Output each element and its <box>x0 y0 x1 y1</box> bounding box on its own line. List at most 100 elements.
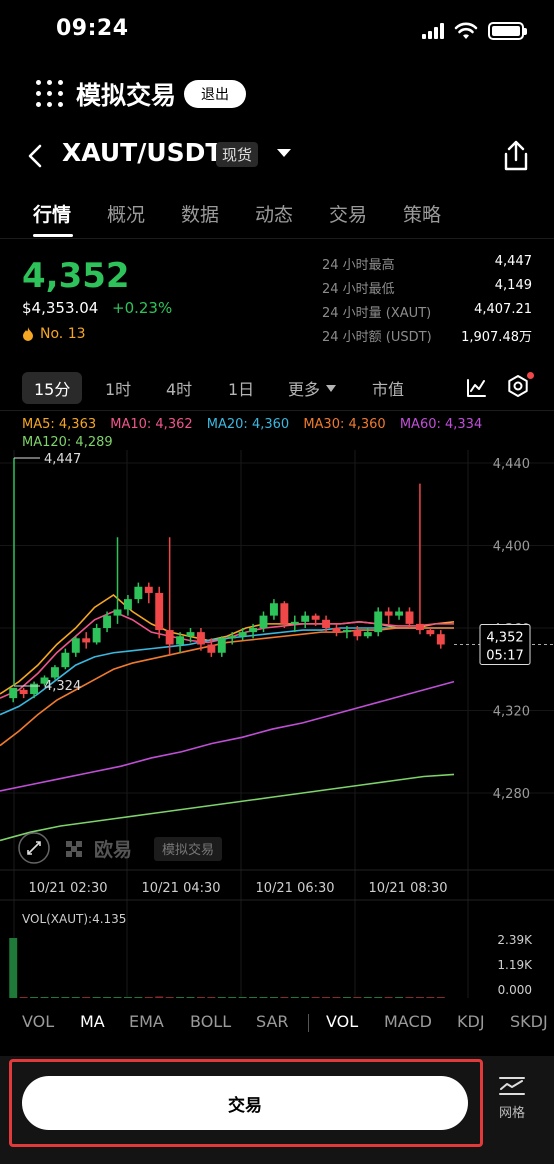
last-price-box <box>479 624 531 665</box>
candle-body <box>436 634 445 645</box>
indicator-chart-icon[interactable] <box>465 376 487 398</box>
y-tick-label: 4,440 <box>493 457 530 472</box>
candle-body <box>405 611 414 624</box>
stat-label: 24 小时最高 <box>322 258 395 273</box>
candle-body <box>395 611 404 616</box>
candle-body <box>249 628 258 633</box>
candle-body <box>71 638 80 653</box>
logo-square <box>66 851 72 857</box>
pair-name[interactable]: XAUT/USDT <box>62 138 223 167</box>
tab-news[interactable]: 动态 <box>255 204 294 226</box>
ind-tab-boll[interactable]: BOLL <box>190 1012 232 1031</box>
ma10-label: MA10: 4,362 <box>110 417 193 432</box>
candle-body <box>374 611 383 633</box>
high-marker-label: 4,447 <box>44 452 81 467</box>
last-price: 4,352 <box>22 256 130 296</box>
low-marker-label: 4,324 <box>44 679 81 694</box>
candle-body <box>415 623 424 631</box>
caret-down-icon[interactable] <box>276 148 292 158</box>
volume-bar <box>50 997 59 998</box>
volume-bar <box>144 997 153 998</box>
share-icon[interactable] <box>502 138 530 172</box>
interval-more[interactable]: 更多 <box>288 376 337 400</box>
candle-body <box>384 611 393 616</box>
watermark-brand: 欧易 <box>94 838 132 861</box>
market-cap-tab[interactable]: 市值 <box>372 380 405 399</box>
logo-square <box>66 841 72 847</box>
stat-label: 24 小时最低 <box>322 282 395 297</box>
interval-15m[interactable]: 15分 <box>22 372 83 404</box>
ind-tab-sar[interactable]: SAR <box>256 1012 289 1031</box>
chart-settings-icon[interactable] <box>506 374 530 398</box>
volume-bar <box>71 997 80 998</box>
volume-bar <box>249 997 258 998</box>
tab-trade[interactable]: 交易 <box>329 204 368 226</box>
ma30-label: MA30: 4,360 <box>303 417 386 432</box>
interval-1d[interactable]: 1日 <box>228 380 255 399</box>
stat-label: 24 小时额 (USDT) <box>322 330 432 345</box>
candle-body <box>9 687 18 699</box>
candle-body <box>322 619 331 628</box>
ind-tab-skdj[interactable]: SKDJ <box>510 1012 548 1031</box>
volume-bar <box>280 997 289 998</box>
trade-button[interactable]: 交易 <box>22 1076 468 1130</box>
candle-body <box>207 644 216 653</box>
candle-body <box>92 628 101 643</box>
ma120-label: MA120: 4,289 <box>22 435 113 450</box>
logo-square <box>76 841 82 847</box>
candle-body <box>259 615 268 628</box>
volume-bar <box>165 996 174 998</box>
price-change: +0.23% <box>112 299 173 317</box>
candle-body <box>186 632 195 637</box>
candle-body <box>238 632 247 637</box>
candle-body <box>19 689 28 694</box>
countdown-timer: 05:17 <box>486 649 523 664</box>
tab-overview[interactable]: 概况 <box>107 204 146 226</box>
stat-value: 1,907.48万 <box>461 330 532 345</box>
logo-square <box>71 846 77 852</box>
interval-1h[interactable]: 1时 <box>105 380 132 399</box>
candle-body <box>280 603 289 624</box>
grid-trading-button[interactable]: 网格 <box>490 1074 534 1121</box>
indicator-tabs: VOL MA EMA BOLL SAR VOL MACD KDJ SKDJ <box>0 1010 554 1040</box>
volume-bar <box>269 997 278 998</box>
ind-tab-macd[interactable]: MACD <box>384 1012 432 1031</box>
candle-body <box>113 609 122 616</box>
stat-row-volume: 24 小时量 (XAUT) 4,407.21 <box>322 302 532 326</box>
volume-tick-label: 0.000 <box>498 983 532 997</box>
volume-bar <box>290 997 299 998</box>
interval-4h[interactable]: 4时 <box>166 380 193 399</box>
candle-body <box>155 592 164 631</box>
tab-data[interactable]: 数据 <box>181 204 220 226</box>
ind-tab-vol[interactable]: VOL <box>22 1012 55 1031</box>
volume-bar <box>238 997 247 998</box>
back-arrow-icon[interactable] <box>24 142 48 170</box>
ind-tab-kdj[interactable]: KDJ <box>457 1012 485 1031</box>
stat-label: 24 小时量 (XAUT) <box>322 306 432 321</box>
tab-market[interactable]: 行情 <box>33 204 72 226</box>
volume-bar <box>426 997 435 998</box>
ma-legend: MA5: 4,363 MA10: 4,362 MA20: 4,360 MA30:… <box>22 416 542 452</box>
stat-row-turnover: 24 小时额 (USDT) 1,907.48万 <box>322 326 532 350</box>
volume-bar <box>228 997 237 998</box>
stat-row-low: 24 小时最低 4,149 <box>322 278 532 302</box>
wifi-icon <box>454 22 478 39</box>
menu-grid-icon[interactable] <box>36 80 64 108</box>
stat-value: 4,407.21 <box>474 302 532 317</box>
candle-body <box>301 615 310 622</box>
ind-tab-ema[interactable]: EMA <box>129 1012 164 1031</box>
volume-bar <box>40 997 49 998</box>
main-tabs: 行情 概况 数据 动态 交易 策略 <box>0 196 554 240</box>
candle-body <box>426 630 435 635</box>
ind-tab-vol-sub[interactable]: VOL <box>326 1012 359 1031</box>
interval-more-label: 更多 <box>288 380 321 399</box>
stats-panel: 24 小时最高 4,447 24 小时最低 4,149 24 小时量 (XAUT… <box>322 254 532 350</box>
tab-strategy[interactable]: 策略 <box>403 204 442 226</box>
ind-tab-ma[interactable]: MA <box>80 1012 105 1031</box>
exit-button[interactable]: 退出 <box>184 80 246 108</box>
y-tick-label: 4,400 <box>493 540 530 555</box>
spot-tag: 现货 <box>216 142 259 167</box>
x-tick-label: 10/21 08:30 <box>368 881 447 896</box>
volume-bar <box>82 997 91 998</box>
